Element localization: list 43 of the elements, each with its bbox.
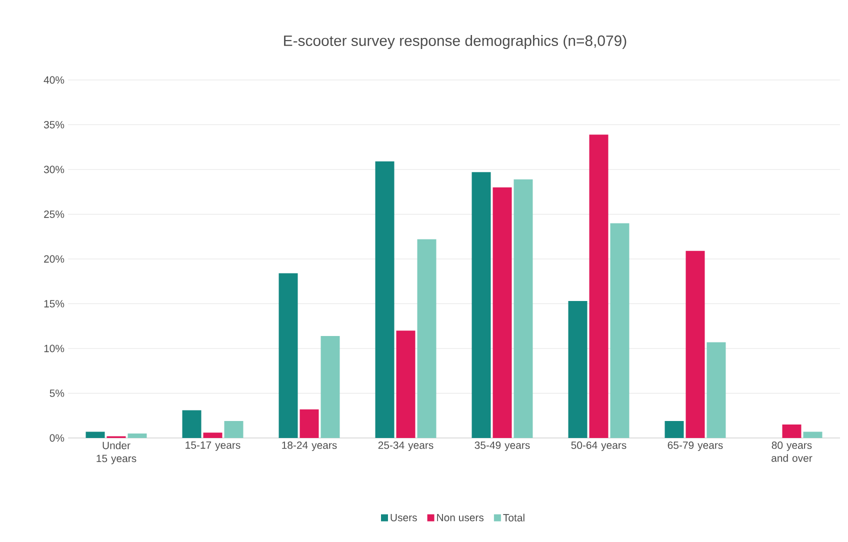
bar	[375, 161, 394, 438]
bar	[610, 223, 630, 438]
x-tick-label: 80 years and over	[772, 442, 812, 462]
y-tick-label: 5%	[50, 390, 64, 397]
y-tick-label: 15%	[44, 300, 64, 308]
bar	[803, 432, 822, 438]
bar	[568, 301, 588, 438]
x-tick-label: 65-79 years	[668, 442, 723, 451]
legend-label: Non users	[437, 514, 484, 522]
bar	[706, 342, 726, 438]
bar	[492, 187, 512, 438]
x-tick-label: 35-49 years	[474, 442, 530, 451]
bar	[782, 424, 802, 438]
x-tick-label: Under 15 years	[96, 442, 136, 464]
x-tick-label: 50-64 years	[571, 442, 626, 451]
bar	[182, 410, 202, 438]
bar	[128, 434, 147, 438]
bar	[686, 250, 705, 438]
bar	[278, 273, 298, 438]
y-tick-label: 30%	[44, 166, 64, 174]
bar	[472, 172, 491, 438]
x-tick-label: 18-24 years	[282, 442, 337, 451]
bar	[203, 432, 222, 438]
bar	[300, 409, 319, 438]
bar	[664, 420, 684, 438]
bar	[417, 239, 436, 438]
x-tick-label: 15-17 years	[186, 442, 240, 451]
legend-label: Users	[390, 514, 417, 522]
bar	[514, 179, 533, 438]
x-tick-label: 25-34 years	[378, 442, 434, 451]
y-tick-label: 20%	[44, 255, 64, 263]
bar	[320, 336, 340, 438]
bar	[589, 134, 608, 438]
bar	[224, 420, 244, 438]
y-tick-label: 40%	[44, 76, 64, 84]
chart-title: E-scooter survey response demographics (n=8,079)	[284, 35, 626, 49]
legend-label: Total	[503, 514, 524, 522]
bar	[396, 330, 416, 438]
bar	[86, 432, 105, 438]
y-tick-label: 10%	[44, 344, 64, 352]
y-tick-label: 25%	[44, 210, 64, 218]
y-tick-label: 35%	[44, 121, 64, 128]
y-tick-label: 0%	[50, 434, 64, 442]
